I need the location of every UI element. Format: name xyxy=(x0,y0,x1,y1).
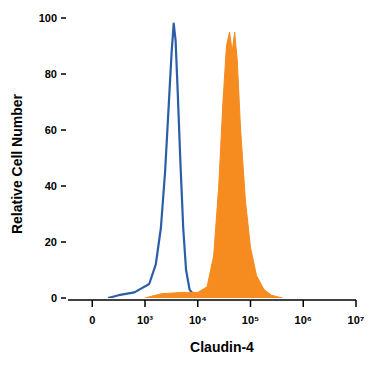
line-series xyxy=(108,24,202,298)
y-tick xyxy=(61,185,66,187)
y-tick xyxy=(61,73,66,75)
y-tick-label: 80 xyxy=(45,68,57,80)
x-tick-label: 0 xyxy=(89,314,95,326)
y-tick-label: 60 xyxy=(45,124,57,136)
x-tick xyxy=(92,300,94,307)
y-tick-label: 100 xyxy=(39,12,57,24)
x-axis-line xyxy=(68,299,356,301)
x-tick xyxy=(197,300,199,307)
y-tick-label: 20 xyxy=(45,236,57,248)
chart: 0 10³ 10⁴ 10⁵ 10⁶ 10⁷ 0 20 40 60 80 100 Claudin-4 Rel… xyxy=(0,0,372,372)
x-tick xyxy=(144,300,146,307)
y-axis-label: Relative Cell Number xyxy=(9,93,25,234)
x-tick xyxy=(303,300,305,307)
y-tick-label: 40 xyxy=(45,180,57,192)
x-tick xyxy=(250,300,252,307)
x-tick-label: 10⁶ xyxy=(295,314,312,326)
plot-area xyxy=(108,24,282,298)
y-tick xyxy=(61,129,66,131)
y-tick-label: 0 xyxy=(51,292,57,304)
area-series xyxy=(145,32,282,298)
x-tick-label: 10⁵ xyxy=(242,314,259,326)
x-tick-label: 10⁴ xyxy=(189,314,207,326)
x-tick-label: 10³ xyxy=(137,314,153,326)
y-tick xyxy=(61,17,66,19)
x-tick-label: 10⁷ xyxy=(348,314,365,326)
x-tick xyxy=(355,300,357,307)
x-axis-label: Claudin-4 xyxy=(190,339,254,355)
y-tick xyxy=(61,297,66,299)
y-tick xyxy=(61,241,66,243)
